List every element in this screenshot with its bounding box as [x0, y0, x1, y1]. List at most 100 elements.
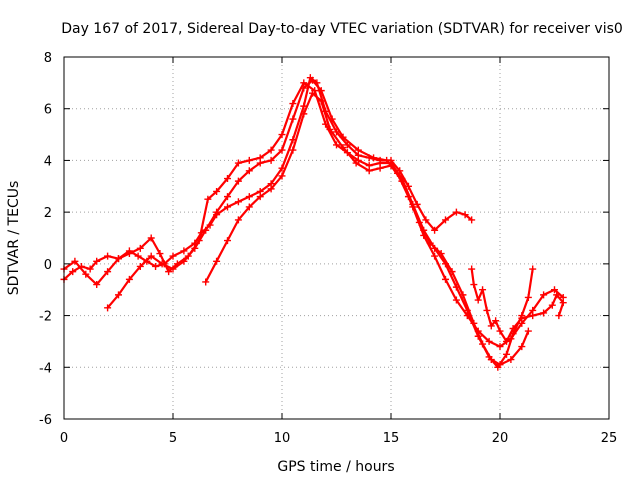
- data-point: [524, 327, 532, 335]
- data-point: [468, 216, 476, 224]
- data-point: [104, 268, 112, 276]
- data-point: [555, 312, 563, 320]
- data-point: [559, 299, 567, 307]
- data-point: [213, 257, 221, 265]
- y-axis-title: SDTVAR / TECUs: [6, 181, 22, 296]
- data-point: [442, 216, 449, 224]
- data-point: [474, 332, 482, 340]
- x-tick-labels: 0 5 10 15 20 25: [60, 431, 617, 446]
- data-point: [204, 195, 212, 203]
- chart-title: Day 167 of 2017, Sidereal Day-to-day VTE…: [61, 21, 623, 37]
- x-tick-label: 25: [601, 431, 618, 446]
- data-point: [147, 234, 155, 242]
- data-point: [136, 244, 144, 252]
- data-point: [180, 247, 188, 255]
- data-point: [496, 327, 504, 335]
- series-track-4: [60, 79, 537, 371]
- series-track-5: [468, 265, 567, 345]
- data-point: [234, 216, 242, 224]
- data-point: [553, 291, 561, 299]
- data-point: [518, 314, 526, 322]
- data-point: [93, 257, 101, 265]
- data-point: [278, 172, 286, 180]
- data-point: [245, 193, 253, 201]
- data-point: [104, 304, 112, 312]
- data-point: [503, 350, 511, 358]
- data-point: [509, 325, 517, 332]
- data-point: [147, 252, 155, 260]
- data-point: [86, 265, 94, 273]
- data-point: [309, 76, 317, 84]
- data-point: [452, 296, 460, 304]
- data-point: [289, 146, 297, 154]
- data-point: [136, 262, 144, 270]
- data-point: [278, 131, 286, 139]
- data-point: [115, 255, 122, 263]
- y-tick-label: -4: [39, 361, 52, 376]
- y-tick-label: -2: [39, 310, 52, 325]
- chart-grid: [64, 57, 609, 419]
- data-point: [365, 162, 373, 170]
- data-point: [152, 262, 160, 270]
- y-tick-label: 8: [44, 51, 52, 66]
- data-point: [540, 309, 548, 317]
- data-point: [125, 250, 133, 258]
- x-tick-label: 5: [169, 431, 177, 446]
- y-tick-label: -6: [39, 413, 52, 428]
- data-point: [442, 260, 449, 268]
- y-tick-label: 4: [44, 154, 52, 169]
- data-point: [234, 159, 242, 167]
- data-point: [134, 252, 142, 260]
- y-tick-label: 0: [44, 258, 52, 273]
- data-point: [202, 278, 210, 286]
- series-line: [106, 79, 530, 366]
- x-axis-title: GPS time / hours: [277, 459, 394, 475]
- data-point: [82, 270, 90, 278]
- data-point: [213, 208, 221, 216]
- data-point: [524, 293, 532, 301]
- data-point: [125, 275, 133, 283]
- axis-ticks: [63, 56, 610, 420]
- data-point: [300, 79, 308, 87]
- data-point: [507, 356, 515, 364]
- data-point: [184, 252, 192, 260]
- data-point: [224, 193, 231, 201]
- x-tick-label: 15: [383, 431, 400, 446]
- data-point: [468, 265, 476, 273]
- y-tick-label: 6: [44, 103, 52, 118]
- data-point: [311, 87, 319, 95]
- data-point: [470, 281, 478, 289]
- data-point: [452, 208, 460, 216]
- data-point: [442, 275, 449, 283]
- data-point: [234, 198, 242, 206]
- x-tick-label: 20: [492, 431, 509, 446]
- data-point: [69, 268, 77, 276]
- data-point: [156, 250, 164, 258]
- data-point: [333, 141, 340, 149]
- data-point: [195, 237, 203, 245]
- data-point: [202, 226, 210, 234]
- data-point: [479, 286, 487, 294]
- data-point: [474, 296, 482, 304]
- y-tick-labels: -6 -4 -2 0 2 4 6 8: [39, 51, 52, 428]
- data-point: [398, 175, 406, 183]
- data-point: [339, 133, 347, 141]
- data-point: [551, 286, 558, 294]
- data-point: [529, 312, 537, 320]
- data-point: [452, 283, 460, 291]
- data-point: [104, 252, 112, 260]
- data-point: [387, 159, 395, 167]
- plot-frame: [63, 56, 610, 420]
- x-tick-label: 10: [274, 431, 291, 446]
- data-point: [422, 216, 430, 224]
- data-point: [354, 146, 362, 154]
- data-point: [409, 200, 417, 208]
- data-point: [224, 175, 231, 183]
- data-point: [354, 156, 362, 164]
- data-point: [431, 244, 439, 252]
- data-point: [224, 203, 231, 211]
- data-point: [278, 146, 286, 154]
- data-point: [487, 322, 495, 330]
- series-track-3: [104, 76, 532, 369]
